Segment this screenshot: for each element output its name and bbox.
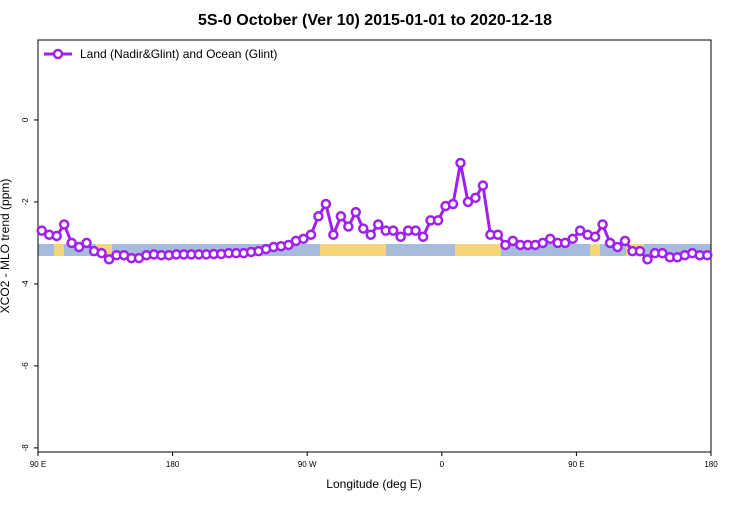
data-point	[410, 225, 421, 236]
x-tick-label: 90 W	[298, 460, 317, 469]
data-point	[470, 192, 481, 204]
data-point	[81, 237, 92, 249]
data-point	[432, 215, 444, 226]
data-point	[313, 211, 324, 222]
data-point	[462, 196, 474, 208]
data-point	[657, 247, 668, 259]
data-point	[567, 233, 578, 245]
data-point	[305, 229, 317, 240]
land-patch	[455, 244, 501, 256]
data-point	[283, 239, 294, 251]
data-point	[507, 235, 519, 247]
land-patch	[320, 244, 386, 256]
land-patch	[590, 244, 600, 256]
data-point	[328, 229, 339, 240]
data-point	[365, 229, 377, 240]
data-point	[574, 225, 586, 236]
data-point	[417, 231, 429, 243]
data-point	[103, 254, 115, 265]
data-point	[642, 254, 653, 265]
plot-frame	[37, 39, 712, 453]
data-point	[597, 219, 608, 230]
legend-marker	[52, 48, 64, 60]
legend-label: Land (Nadir&Glint) and Ocean (Glint)	[80, 47, 277, 61]
data-point	[447, 198, 459, 210]
data-point	[335, 211, 347, 222]
y-tick-label: -4	[21, 280, 30, 288]
data-point	[589, 231, 601, 243]
data-point	[372, 219, 384, 230]
x-tick-label: 90 E	[30, 460, 46, 469]
data-point	[634, 245, 646, 257]
data-point	[537, 237, 548, 249]
data-point	[320, 198, 332, 210]
data-point	[395, 231, 406, 243]
chart-title: 5S-0 October (Ver 10) 2015-01-01 to 2020…	[198, 12, 552, 29]
data-point	[702, 249, 713, 261]
x-tick-label: 90 E	[568, 460, 584, 469]
data-point	[619, 235, 631, 247]
data-point	[612, 241, 623, 253]
data-point	[358, 223, 369, 234]
x-tick-label: 180	[704, 460, 718, 469]
y-axis-label: XCO2 - MLO trend (ppm)	[0, 179, 12, 314]
data-point	[73, 241, 85, 253]
data-point	[559, 237, 571, 249]
land-patch	[54, 244, 64, 256]
data-point	[343, 221, 354, 232]
data-point	[51, 230, 62, 242]
data-point	[544, 233, 556, 245]
data-point	[477, 180, 489, 191]
data-point	[455, 157, 466, 169]
data-point	[350, 206, 362, 218]
x-axis-label: Longitude (deg E)	[326, 477, 421, 491]
data-point	[492, 229, 504, 240]
data-point	[36, 225, 47, 236]
y-tick-label: -2	[21, 198, 30, 206]
y-tick-label: -6	[21, 362, 30, 370]
x-tick-label: 180	[166, 460, 180, 469]
data-point	[66, 237, 77, 249]
data-point	[387, 225, 399, 236]
y-tick-label: 0	[21, 117, 30, 122]
data-point	[96, 247, 107, 259]
y-tick-label: -8	[21, 444, 30, 452]
data-point	[298, 233, 309, 245]
data-point	[604, 237, 616, 249]
data-point	[58, 219, 70, 230]
x-tick-label: 0	[440, 460, 445, 469]
data-point	[500, 239, 511, 251]
